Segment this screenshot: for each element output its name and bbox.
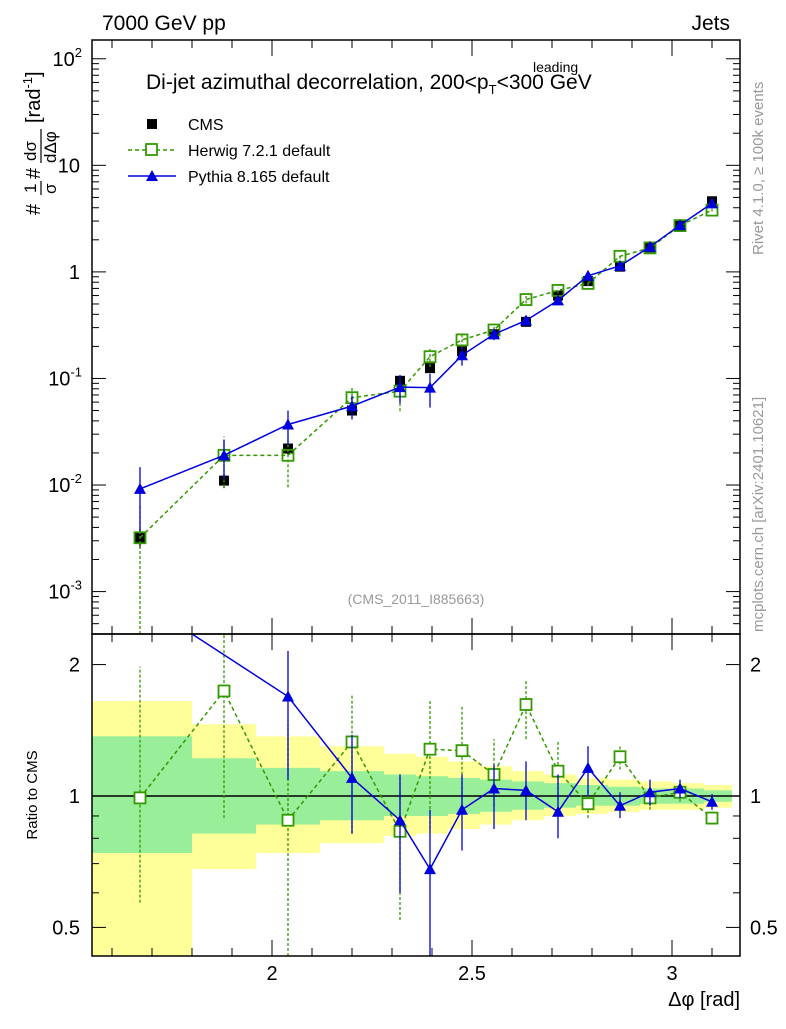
herwig-ratio-point [281,813,295,827]
pythia-ratio-point [520,784,532,796]
main-ytick-label: 10-1 [48,364,82,390]
pythia-point [282,418,294,430]
main-ytick-label: 1 [69,262,80,284]
ratio-ytick-label: 2 [69,655,80,677]
herwig-point [281,448,295,462]
pythia-ratio-point [706,795,718,807]
herwig-point [519,293,533,306]
main-ticks: 10-3 10-2 10-1 1 10 102 [48,40,740,635]
main-title: Di-jet azimuthal decorrelation, 200<pT<3… [146,71,592,97]
herwig-ratio-point [455,744,469,758]
herwig-ratio-point [133,791,147,805]
main-watermark: (CMS_2011_I885663) [348,591,485,607]
main-ytick-label: 10 [58,155,80,177]
legend-cms-marker [147,119,157,129]
pythia-point [488,328,500,340]
main-ylabel: # 1 σ # dσ dΔφ [rad-1] [20,71,60,215]
pythia-ratio-point [456,803,468,815]
main-panel: (CMS_2011_I885663) 10-3 10-2 10-1 1 10 102 Di… [20,39,741,635]
herwig-ratio-point [217,684,231,698]
cms-point [283,443,293,454]
herwig-ratio-point [613,750,627,764]
main-ylabel-hash: # [23,203,45,215]
pythia-point [134,482,146,494]
herwig-line [139,209,713,539]
main-title-sub: T [489,82,497,97]
herwig-ratio-point [705,811,719,825]
header-left: 7000 GeV pp [102,12,226,35]
main-ylabel-ddphi: dΔφ [41,131,60,163]
header-right: Jets [691,12,730,35]
pythia-point [520,314,532,326]
main-title-text: Di-jet azimuthal decorrelation, 200<p [146,71,489,94]
herwig-point [423,350,437,364]
pythia-point [674,219,686,231]
cms-point [425,363,435,374]
main-ylabel-hash2: # [23,167,45,179]
pythia-ratio-point [644,786,656,798]
pythia-ratio-point [488,782,500,794]
pythia-point [218,449,230,461]
pythia-ratio-point [394,814,406,826]
pythia-line [139,202,713,490]
ratio-xtick-label: 2.5 [458,963,486,985]
legend-pythia-label: Pythia 8.165 default [188,169,330,186]
herwig-ratio-point [519,698,533,711]
pythia-point [346,400,358,412]
pythia-point [456,349,468,361]
pythia-ratio-point [674,782,686,794]
ratio-ylabel: Ratio to CMS [24,750,41,839]
herwig-point [455,333,469,347]
pythia-ratio-point [346,771,358,783]
legend-pythia-marker [146,170,158,181]
main-title-sup: leading [533,59,578,75]
ratio-ytick-label-right: 1 [750,786,761,808]
pythia-point [644,240,656,252]
pythia-point [614,259,626,271]
herwig-ratio-point [581,797,595,811]
ratio-ytick-label: 0.5 [52,917,80,939]
x-axis-label: Δφ [rad] [668,989,740,1011]
ratio-xtick-label: 2 [266,963,277,985]
pythia-ratio-point [582,761,594,773]
ratio-ytick-label-right: 0.5 [750,917,778,939]
ratio-frame [91,633,741,957]
main-ylabel-dsig: dσ [21,141,40,161]
pythia-point [706,197,718,209]
pythia-ratio-point [424,863,436,875]
ratio-series-layer [133,633,719,956]
ratio-panel: 0.5 0.5 1 1 2 2 2 2.5 3 Ratio to CMS Δφ [rad] [24,633,778,1011]
legend-cms-label: CMS [188,117,224,134]
pythia-point [582,269,594,281]
main-ylabel-one: 1 [21,184,40,193]
herwig-point [133,531,147,545]
pythia-point [394,381,406,393]
main-title-tail: <300 GeV [497,71,592,94]
legend-herwig-label: Herwig 7.2.1 default [188,143,331,160]
main-ytick-label: 102 [53,45,82,71]
pythia-ratio-point [282,690,294,702]
pythia-ratio-line [191,633,713,871]
ratio-bands [92,701,732,956]
main-ylabel-sigma: σ [41,183,60,194]
main-ylabel-unit: [rad-1] [20,71,45,123]
ratio-ytick-label: 1 [69,786,80,808]
legend: CMS Herwig 7.2.1 default Pythia 8.165 de… [128,117,331,186]
legend-herwig-marker [145,143,158,156]
herwig-ratio-point [423,742,437,756]
ratio-ticks: 0.5 0.5 1 1 2 2 2 2.5 3 [52,634,778,985]
pythia-ratio-point [552,805,564,817]
pythia-ratio-point [614,799,626,811]
ratio-xtick-label: 3 [666,963,677,985]
side-text-bottom: mcplots.cern.ch [arXiv:2401.10621] [750,397,767,632]
pythia-point [552,294,564,306]
main-ytick-label: 10-3 [48,578,82,604]
main-ytick-label: 10-2 [48,471,82,497]
main-series-layer [133,196,719,634]
side-text-top: Rivet 4.1.0, ≥ 100k events [750,82,767,255]
pythia-point [424,381,436,393]
ratio-ytick-label-right: 2 [750,655,761,677]
